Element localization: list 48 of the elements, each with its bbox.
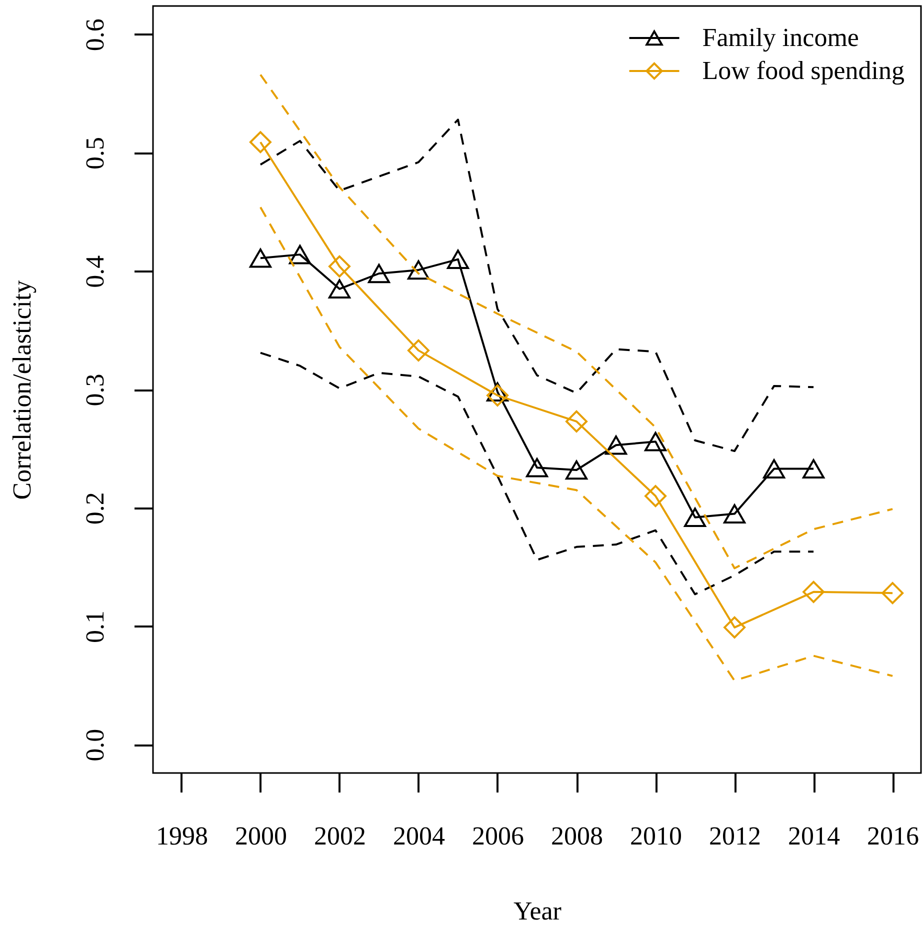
point	[249, 248, 272, 268]
point	[802, 459, 825, 478]
x-tick-label: 2008	[551, 822, 604, 850]
point	[724, 504, 746, 524]
x-tick-label: 2016	[867, 822, 920, 850]
line-series	[259, 352, 815, 596]
y-tick-label: 0.6	[80, 18, 110, 52]
point	[605, 435, 628, 455]
line-series	[259, 206, 894, 682]
x-tick-label: 2012	[709, 822, 762, 850]
point	[486, 384, 508, 406]
point	[328, 279, 350, 299]
legend-label: Family income	[702, 23, 859, 52]
point	[684, 508, 706, 527]
y-tick-label: 0.2	[80, 492, 110, 525]
x-tick-label: 2000	[234, 822, 287, 850]
point	[288, 244, 311, 264]
point	[644, 432, 667, 452]
point	[407, 260, 430, 280]
x-tick-label: 2004	[392, 822, 445, 850]
y-tick-label: 0.0	[80, 728, 110, 762]
y-tick-label: 0.5	[80, 137, 110, 170]
point	[882, 582, 904, 604]
x-tick-label: 2002	[314, 822, 366, 850]
line-series	[259, 118, 815, 452]
point	[407, 339, 430, 362]
y-tick-label: 0.1	[80, 610, 110, 643]
point	[446, 250, 469, 269]
point	[526, 458, 548, 478]
y-axis-title: Correlation/elasticity	[8, 280, 36, 500]
x-tick-label: 2010	[630, 822, 682, 850]
x-tick-label: 2014	[788, 822, 840, 850]
x-tick-label: 2006	[472, 822, 524, 850]
point	[644, 485, 667, 508]
point	[368, 264, 390, 284]
y-tick-label: 0.3	[80, 374, 110, 406]
point	[763, 459, 786, 478]
x-axis-title: Year	[514, 896, 562, 926]
x-tick-label: 1998	[156, 822, 208, 850]
point	[802, 580, 825, 603]
point	[566, 460, 588, 480]
point	[249, 131, 272, 154]
y-tick-label: 0.4	[80, 255, 110, 288]
point	[328, 255, 350, 278]
point	[566, 410, 588, 432]
legend-label: Low food spending	[702, 56, 904, 85]
point	[724, 616, 746, 638]
point	[486, 382, 508, 402]
